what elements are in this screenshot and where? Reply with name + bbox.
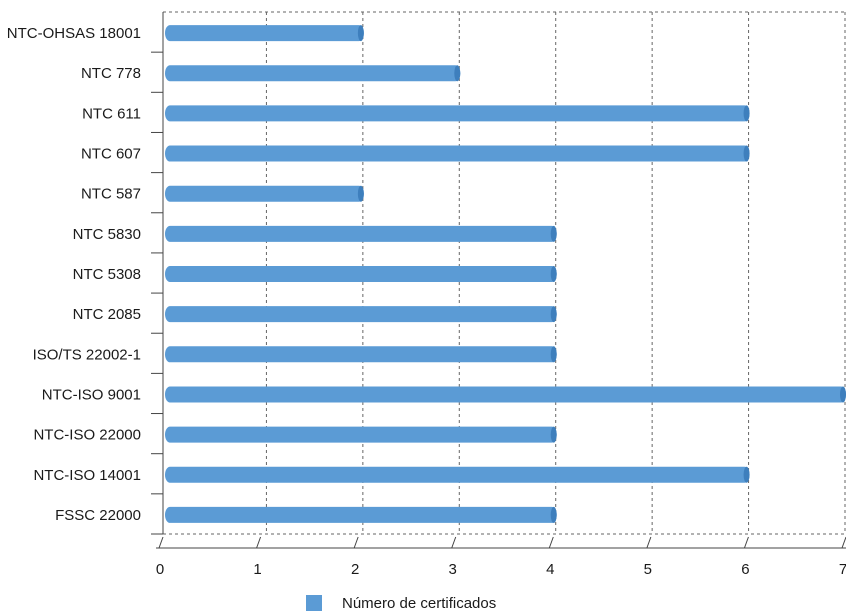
x-tick-label: 3 (449, 561, 457, 578)
bar (165, 185, 364, 202)
bar (165, 266, 557, 282)
bar (165, 65, 461, 82)
bar (165, 346, 557, 363)
x-tick-label: 7 (839, 561, 846, 578)
legend-swatch (306, 595, 322, 611)
legend-label: Número de certificados (342, 595, 496, 612)
x-tick (256, 536, 262, 549)
bar (165, 386, 846, 403)
category-label: NTC-ISO 22000 (33, 427, 141, 444)
category-label: NTC 778 (81, 65, 141, 82)
x-tick-label: 1 (253, 561, 261, 578)
category-label: NTC-ISO 14001 (33, 467, 141, 484)
category-label: NTC-OHSAS 18001 (7, 25, 141, 42)
x-tick (158, 536, 164, 549)
x-tick (548, 536, 554, 549)
category-labels: NTC-OHSAS 18001 NTC 778 NTC 611 NTC 607 NTC … (7, 25, 163, 535)
x-tick (646, 536, 652, 549)
x-tick-label: 2 (351, 561, 359, 578)
x-tick (451, 536, 457, 549)
category-label: ISO/TS 22002-1 (33, 346, 141, 363)
x-tick (743, 536, 749, 549)
category-label: NTC 5308 (73, 266, 141, 283)
bar (165, 306, 557, 323)
bar (165, 506, 557, 523)
bar (165, 105, 750, 122)
x-tick (353, 536, 359, 549)
category-label: NTC 2085 (73, 306, 141, 323)
category-label: NTC 607 (81, 146, 141, 163)
bar (165, 225, 557, 242)
category-label: FSSC 22000 (55, 507, 141, 524)
category-label: NTC 611 (82, 105, 141, 122)
category-label: NTC-ISO 9001 (42, 386, 141, 403)
bars (165, 25, 846, 523)
bar (165, 466, 750, 483)
category-label: NTC 5830 (73, 226, 141, 243)
x-tick-label: 6 (741, 561, 749, 578)
x-tick-label: 4 (546, 561, 554, 578)
x-tick-label: 0 (156, 561, 164, 578)
category-label: NTC 587 (81, 186, 141, 203)
bar (165, 25, 364, 42)
x-tick-label: 5 (644, 561, 652, 578)
bar (165, 426, 557, 443)
x-tick (841, 536, 846, 549)
legend: Número de certificados (306, 595, 496, 612)
x-axis: 0 1 2 3 4 5 6 7 (156, 536, 846, 578)
bar (165, 145, 750, 162)
